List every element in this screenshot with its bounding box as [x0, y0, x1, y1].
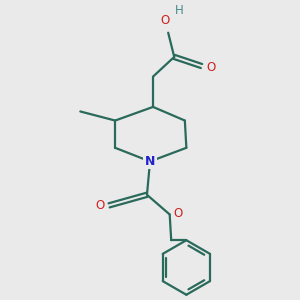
Text: O: O — [95, 199, 105, 212]
Text: H: H — [174, 4, 183, 17]
Text: O: O — [206, 61, 215, 74]
Text: O: O — [160, 14, 170, 27]
Text: O: O — [173, 207, 183, 220]
Text: N: N — [145, 155, 155, 168]
